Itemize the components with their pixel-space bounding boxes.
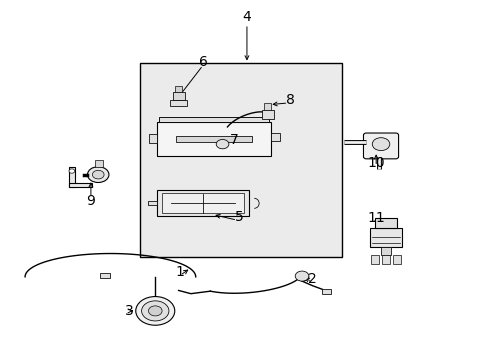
Bar	[157, 122, 271, 156]
Bar	[264, 103, 271, 111]
Text: 10: 10	[366, 156, 384, 170]
Circle shape	[371, 138, 389, 150]
Bar	[381, 255, 389, 264]
Circle shape	[148, 306, 162, 316]
Bar	[157, 190, 249, 216]
Bar	[175, 86, 182, 92]
Circle shape	[142, 301, 168, 321]
Bar	[321, 289, 330, 294]
Bar	[140, 63, 341, 257]
Text: 11: 11	[366, 211, 384, 225]
Bar	[148, 201, 157, 206]
Bar	[380, 247, 390, 255]
Bar	[149, 134, 157, 143]
Bar	[369, 228, 401, 247]
Text: 8: 8	[285, 93, 294, 107]
Text: 3: 3	[125, 304, 134, 318]
Circle shape	[69, 169, 75, 173]
Bar	[95, 160, 102, 167]
Text: 5: 5	[235, 210, 244, 224]
Text: 2: 2	[308, 272, 317, 286]
Circle shape	[92, 170, 104, 179]
Circle shape	[136, 297, 174, 325]
Bar	[169, 100, 187, 107]
Circle shape	[295, 271, 308, 281]
Text: 9: 9	[86, 194, 95, 208]
Bar	[100, 273, 110, 278]
Circle shape	[216, 139, 228, 149]
Bar	[370, 255, 378, 264]
Text: 7: 7	[229, 133, 238, 147]
Bar	[392, 255, 400, 264]
Bar	[69, 183, 92, 187]
Bar	[172, 92, 184, 100]
Text: 4: 4	[242, 10, 251, 24]
Bar	[159, 117, 268, 122]
Circle shape	[87, 167, 109, 183]
Bar	[69, 167, 75, 187]
FancyBboxPatch shape	[363, 133, 398, 159]
Bar	[374, 218, 396, 228]
Bar	[161, 193, 244, 213]
Bar	[262, 111, 273, 119]
Text: 6: 6	[198, 55, 207, 69]
Circle shape	[297, 273, 308, 281]
Text: 1: 1	[175, 265, 184, 279]
Bar	[176, 136, 251, 142]
Bar	[271, 133, 280, 140]
